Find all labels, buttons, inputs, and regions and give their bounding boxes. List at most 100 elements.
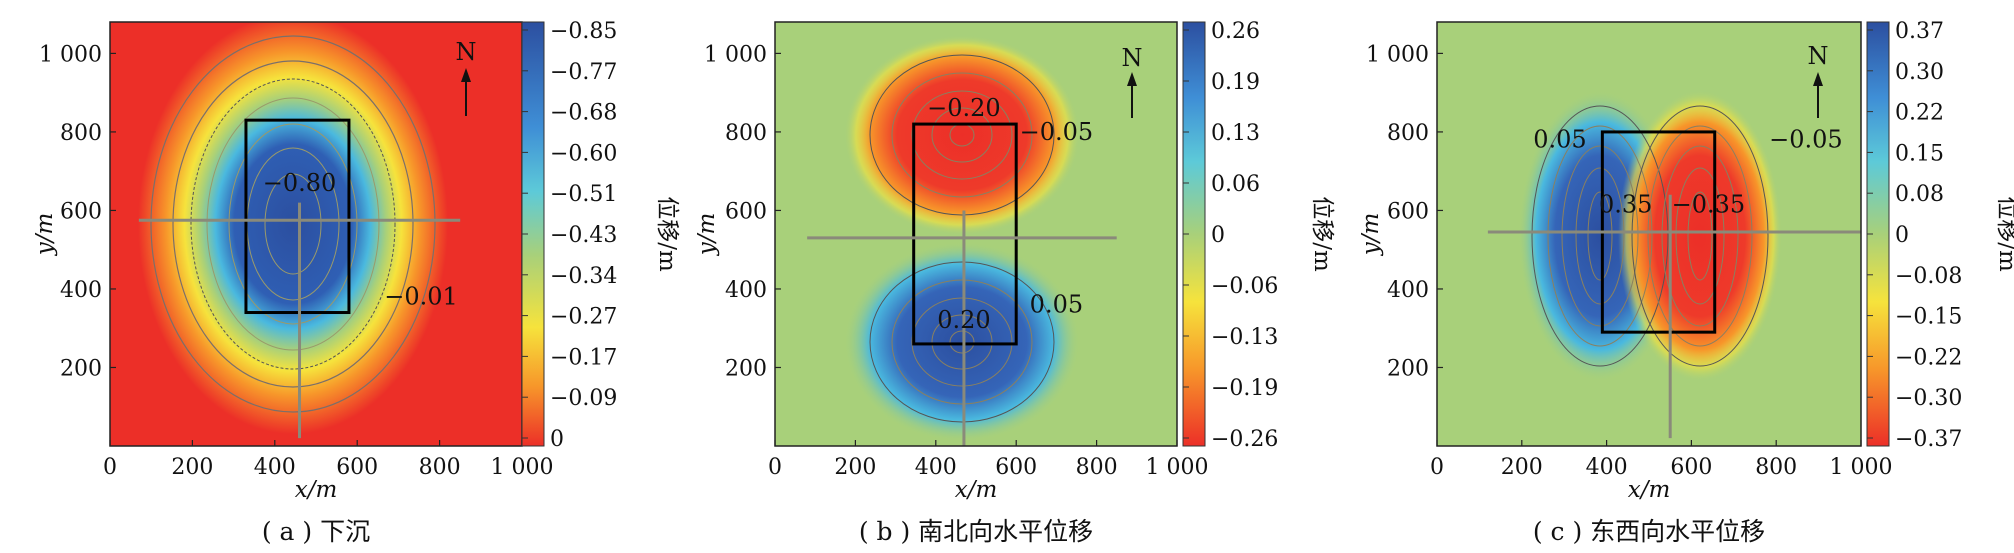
north-arrow-head-icon bbox=[1813, 72, 1823, 86]
colorbar-tick-label: 0 bbox=[1895, 223, 1909, 248]
x-tick-label: 1 000 bbox=[1146, 455, 1209, 480]
colorbar-tick-label: −0.06 bbox=[1211, 274, 1278, 299]
colorbar-tick-label: −0.19 bbox=[1211, 376, 1278, 401]
x-tick-label: 600 bbox=[1670, 455, 1712, 480]
x-tick-label: 400 bbox=[1586, 455, 1628, 480]
y-tick-label: 600 bbox=[60, 199, 102, 224]
y-tick-label: 800 bbox=[1387, 121, 1429, 146]
colorbar-tick-label: −0.60 bbox=[550, 141, 617, 166]
colorbar-tick-label: −0.22 bbox=[1895, 345, 1962, 370]
colorbar-tick-label: −0.30 bbox=[1895, 386, 1962, 411]
panel-a-contour bbox=[228, 123, 358, 325]
colorbar-tick-label: 0.15 bbox=[1895, 141, 1944, 166]
x-tick-label: 1 000 bbox=[1830, 455, 1893, 480]
panel-a: 0 200 400 600 800 1 000 200 400 600 800 1 000 −0.8… bbox=[32, 19, 680, 546]
panel-b-north-lobe bbox=[844, 35, 1080, 235]
panel-a-contour-outer bbox=[150, 35, 436, 413]
panel-c-label-west-edge: 0.05 bbox=[1533, 126, 1586, 154]
colorbar-tick-label: 0.26 bbox=[1211, 19, 1260, 44]
panel-a-contour bbox=[172, 60, 414, 388]
x-tick-label: 600 bbox=[995, 455, 1037, 480]
y-tick-label: 400 bbox=[1387, 278, 1429, 303]
colorbar-tick-label: −0.34 bbox=[550, 264, 617, 289]
panel-c-east-lobe bbox=[1618, 90, 1782, 382]
x-tick-label: 200 bbox=[834, 455, 876, 480]
x-tick-label: 800 bbox=[1076, 455, 1118, 480]
colorbar-tick-label: −0.68 bbox=[550, 101, 617, 126]
north-label: N bbox=[456, 38, 477, 66]
panel-a-contour bbox=[264, 173, 322, 275]
panel-b-north-arrow: N bbox=[1122, 44, 1143, 118]
y-tick-label: 1 000 bbox=[39, 42, 102, 67]
north-arrow-head-icon bbox=[1127, 72, 1137, 86]
panel-b-label-north-max: −0.20 bbox=[927, 94, 1001, 122]
y-tick-label: 200 bbox=[1387, 356, 1429, 381]
panel-b-label-north-edge: −0.05 bbox=[1020, 118, 1094, 146]
panel-c-label-east-edge: −0.05 bbox=[1769, 126, 1843, 154]
y-tick-label: 1 000 bbox=[704, 42, 767, 67]
panel-b-colorbar-label: 位移/m bbox=[1309, 196, 1335, 272]
panel-b-caption: ( b ) 南北向水平位移 bbox=[859, 517, 1093, 546]
panel-c-heatmap bbox=[1437, 22, 1861, 446]
panel-c-label-west-max: 0.35 bbox=[1599, 190, 1652, 218]
colorbar-tick-label: 0.22 bbox=[1895, 101, 1944, 126]
colorbar-tick-label: 0.30 bbox=[1895, 60, 1944, 85]
panel-a-caption: ( a ) 下沉 bbox=[262, 517, 370, 546]
colorbar-tick-label: −0.37 bbox=[1895, 427, 1962, 452]
x-tick-label: 0 bbox=[103, 455, 117, 480]
panel-c-plot-frame bbox=[1436, 21, 1862, 447]
colorbar-tick-label: −0.26 bbox=[1211, 427, 1278, 452]
panel-c-contours bbox=[1531, 105, 1769, 367]
x-tick-label: 200 bbox=[1501, 455, 1543, 480]
panel-b: 0 200 400 600 800 1 000 200 400 600 800 1 000 −0.2… bbox=[694, 19, 1335, 546]
y-tick-label: 200 bbox=[725, 356, 767, 381]
x-tick-label: 800 bbox=[419, 455, 461, 480]
panel-a-contour bbox=[190, 78, 396, 370]
panel-b-contours bbox=[869, 54, 1055, 423]
x-tick-label: 0 bbox=[1430, 455, 1444, 480]
y-tick-label: 600 bbox=[725, 199, 767, 224]
panel-a-subsidence-basin bbox=[138, 22, 448, 434]
y-tick-label: 800 bbox=[725, 121, 767, 146]
panel-c-x-label: x/m bbox=[1628, 477, 1671, 503]
panel-c-caption: ( c ) 东西向水平位移 bbox=[1533, 517, 1765, 546]
panel-b-axes: 0 200 400 600 800 1 000 200 400 600 800 1 000 bbox=[704, 42, 1208, 480]
panel-a-label-edge: −0.01 bbox=[384, 283, 458, 311]
colorbar-tick-label: −0.17 bbox=[550, 345, 617, 370]
panel-b-heatmap bbox=[775, 22, 1177, 446]
colorbar-tick-label: −0.43 bbox=[550, 223, 617, 248]
panel-c-colorbar-label: 位移/m bbox=[1994, 196, 2014, 272]
colorbar-tick-label: −0.27 bbox=[550, 305, 617, 330]
y-tick-label: 400 bbox=[60, 278, 102, 303]
colorbar-tick-label: −0.08 bbox=[1895, 264, 1962, 289]
x-tick-label: 400 bbox=[254, 455, 296, 480]
panel-a-y-label: y/m bbox=[32, 213, 58, 257]
colorbar-tick-label: −0.09 bbox=[550, 386, 617, 411]
panel-c-north-arrow: N bbox=[1808, 42, 1829, 118]
panel-a-colorbar-label: 位移/m bbox=[654, 196, 680, 272]
colorbar-tick-label: −0.15 bbox=[1895, 305, 1962, 330]
colorbar-tick-label: −0.13 bbox=[1211, 325, 1278, 350]
y-tick-label: 200 bbox=[60, 356, 102, 381]
colorbar-tick-label: −0.77 bbox=[550, 60, 617, 85]
north-label: N bbox=[1122, 44, 1143, 72]
colorbar-tick-label: 0.08 bbox=[1895, 182, 1944, 207]
panel-b-south-lobe bbox=[844, 242, 1080, 442]
x-tick-label: 1 000 bbox=[491, 455, 554, 480]
x-tick-label: 600 bbox=[336, 455, 378, 480]
panel-a-label-max: −0.80 bbox=[263, 169, 337, 197]
x-tick-label: 400 bbox=[915, 455, 957, 480]
panel-a-heatmap bbox=[110, 22, 522, 446]
colorbar-tick-label: 0 bbox=[550, 427, 564, 452]
x-tick-label: 0 bbox=[768, 455, 782, 480]
panel-b-plot-frame bbox=[774, 21, 1178, 447]
y-tick-label: 400 bbox=[725, 278, 767, 303]
panel-c-label-east-max: −0.35 bbox=[1672, 190, 1746, 218]
panel-a-x-label: x/m bbox=[295, 477, 338, 503]
panel-b-y-label: y/m bbox=[694, 213, 720, 257]
colorbar-tick-label: 0.37 bbox=[1895, 19, 1944, 44]
panel-c-colorbar-ticks: 0.37 0.30 0.22 0.15 0.08 0 −0.08 −0.15 −0.22 −0.3… bbox=[1867, 19, 1962, 452]
north-label: N bbox=[1808, 42, 1829, 70]
panel-a-contour bbox=[206, 97, 380, 351]
